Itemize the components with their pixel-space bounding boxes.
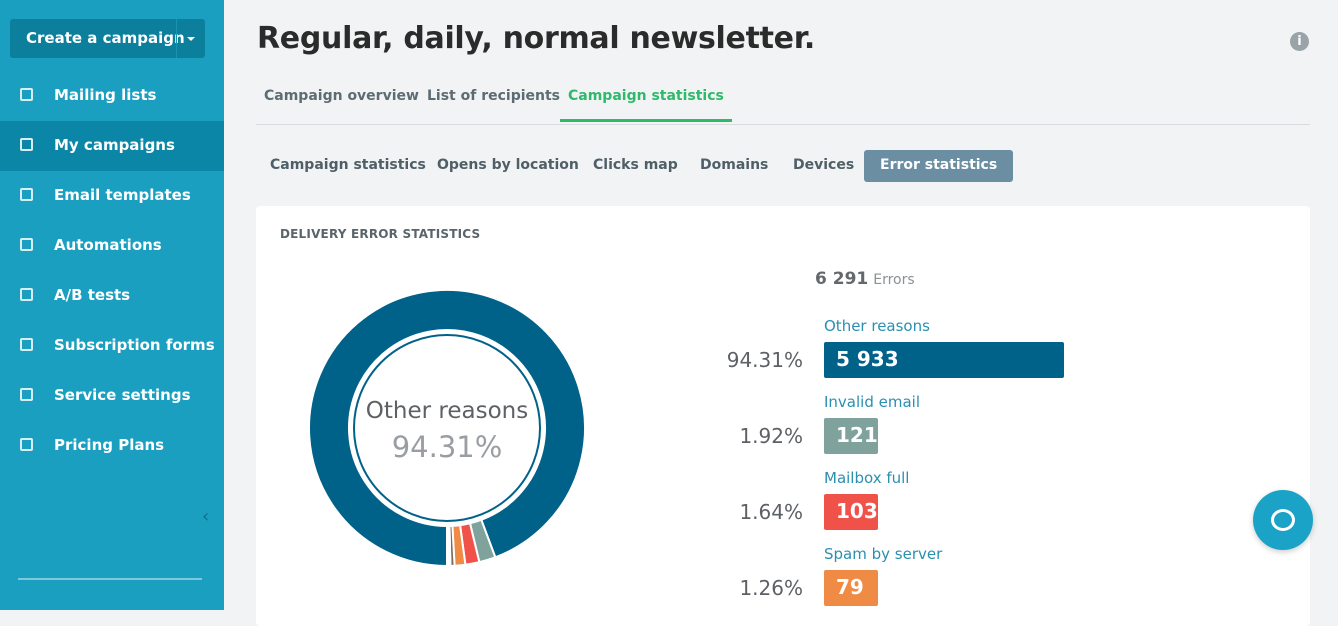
tabs: Campaign overview List of recipients Campa…: [256, 84, 1310, 125]
total: 6 291 Errors: [815, 269, 915, 289]
donut-segment: [308, 289, 586, 568]
nav-icon: [20, 238, 33, 251]
nav-item[interactable]: Subscription forms: [0, 321, 224, 371]
subtab[interactable]: Opens by location: [437, 157, 579, 173]
dropdown-toggle[interactable]: [176, 19, 205, 58]
legend-label: Other reasons: [824, 317, 930, 335]
bar: [824, 494, 878, 530]
nav-item[interactable]: My campaigns: [0, 121, 224, 171]
bar-label: 121: [836, 423, 878, 447]
error-chart: Other reasons 94.31% 6 291 Errors Other reas…: [308, 269, 1064, 606]
nav-label: Automations: [54, 236, 162, 254]
page-title: Regular, daily, normal newsletter.: [257, 21, 816, 56]
nav-label: My campaigns: [54, 136, 175, 154]
subtab[interactable]: Campaign statistics: [270, 157, 426, 173]
nav-label: Mailing lists: [54, 86, 157, 104]
tab[interactable]: Campaign statistics: [560, 84, 732, 122]
legend-label: Spam by server: [824, 545, 943, 563]
center-label: Other reasons: [366, 398, 528, 424]
nav-item[interactable]: Email templates: [0, 171, 224, 221]
bar: [824, 570, 878, 606]
bar-label: 79: [836, 575, 864, 599]
bar-label: 5 933: [836, 347, 899, 371]
nav-icon: [20, 438, 33, 451]
nav-icon: [20, 288, 33, 301]
total-unit: Errors: [873, 272, 914, 288]
donut-segment: [446, 524, 450, 568]
percent-label: 1.64%: [739, 500, 803, 524]
nav-icon: [20, 338, 33, 351]
nav-item[interactable]: Pricing Plans: [0, 421, 224, 471]
sidebar: Create a campaign ‹ Mailing lists My camp…: [0, 0, 224, 610]
nav-label: Email templates: [54, 186, 191, 204]
nav-item[interactable]: Service settings: [0, 371, 224, 421]
nav-icon: [20, 388, 33, 401]
button-label: Create a campaign: [26, 29, 185, 47]
divider: [18, 578, 202, 580]
percent-label: 1.92%: [739, 424, 803, 448]
center-percent: 94.31%: [392, 430, 503, 464]
percent-label: 94.31%: [727, 348, 803, 372]
nav-label: A/B tests: [54, 286, 131, 304]
legend-label: Invalid email: [824, 393, 920, 411]
subtab[interactable]: Domains: [700, 157, 769, 173]
bar: [824, 418, 878, 454]
nav-label: Service settings: [54, 386, 191, 404]
stats-card: DELIVERY ERROR STATISTICS Other reasons 9…: [256, 206, 1310, 626]
nav-label: Pricing Plans: [54, 436, 165, 454]
nav-icon: [20, 138, 33, 151]
donut-center: [353, 334, 541, 522]
nav-item[interactable]: Automations: [0, 221, 224, 271]
bar: [824, 342, 1064, 378]
subtab[interactable]: Devices: [793, 157, 855, 173]
chat-button[interactable]: [1253, 490, 1313, 550]
nav-label: Subscription forms: [54, 336, 215, 354]
tab[interactable]: Campaign overview: [264, 88, 419, 104]
subtab[interactable]: Clicks map: [593, 157, 678, 173]
card-title: DELIVERY ERROR STATISTICS: [280, 227, 481, 241]
nav-item[interactable]: Mailing lists: [0, 71, 224, 121]
create-campaign-button[interactable]: Create a campaign: [10, 19, 205, 58]
legend-label: Mailbox full: [824, 469, 909, 487]
tab[interactable]: List of recipients: [427, 88, 561, 104]
subtab[interactable]: Error statistics: [864, 150, 1014, 182]
info-icon[interactable]: i: [1290, 32, 1309, 51]
percent-label: 1.26%: [739, 576, 803, 600]
total-value: 6 291: [815, 269, 868, 289]
bar-label: 103: [836, 499, 878, 523]
nav-item[interactable]: A/B tests: [0, 271, 224, 321]
nav-icon: [20, 88, 33, 101]
nav-icon: [20, 188, 33, 201]
collapse-button[interactable]: ‹: [202, 506, 210, 527]
